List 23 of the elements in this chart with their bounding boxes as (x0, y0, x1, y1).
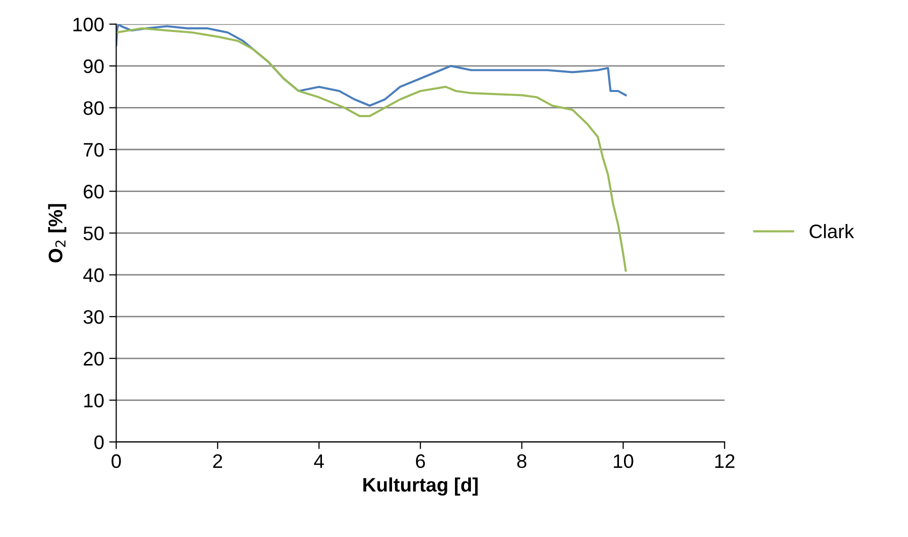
x-tick-label: 4 (314, 454, 324, 468)
x-tick-label: 0 (112, 454, 121, 468)
line-series (116, 24, 627, 107)
y-tick-label: 40 (83, 268, 104, 282)
y-tick-label: 30 (84, 310, 104, 324)
y-tick-label: 0 (94, 435, 104, 450)
y-tick-label: 20 (84, 352, 104, 366)
x-tick-label: 6 (416, 454, 425, 468)
y-tick-label: 100 (73, 18, 104, 32)
y-tick-label: 10 (84, 394, 104, 408)
y-axis-title: O$_{2}$ [%] (48, 204, 66, 262)
x-tick-label: 12 (715, 454, 734, 468)
x-tick-label: 2 (213, 454, 222, 468)
y-tick-label: 90 (84, 59, 104, 74)
line-series (116, 27, 627, 272)
x-axis-title: Kulturtag [d] (363, 477, 478, 496)
y-tick-label: 80 (84, 101, 104, 115)
x-tick-label: 8 (517, 454, 526, 468)
y-tick-label: 70 (84, 142, 104, 157)
x-tick-label: 10 (614, 454, 634, 468)
y-tick-label: 50 (84, 226, 104, 240)
legend-label: Clark (810, 224, 854, 238)
y-tick-label: 60 (84, 184, 104, 199)
